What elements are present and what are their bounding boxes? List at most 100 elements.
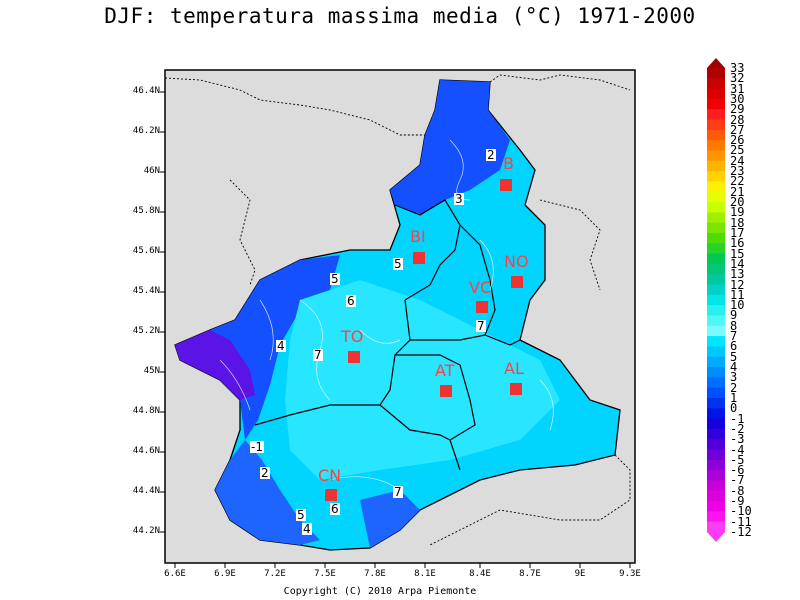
city-marker-to [348,351,360,363]
isotherm-label: 7 [393,485,403,499]
city-marker-cn [325,489,337,501]
colorbar-label: 29 [730,102,745,117]
colorbar-swatch [707,212,725,224]
axis-ticks [160,91,631,568]
isotherm-label: 5 [330,272,340,286]
city-marker-at [440,385,452,397]
isotherm-label: 3 [454,192,464,206]
colorbar-label: 33 [730,61,745,75]
lon-tick: 6.9E [214,569,236,579]
very-cold-west [175,330,255,400]
colorbar-swatch [707,202,725,213]
isotherm-label: 4 [302,522,312,536]
city-label-to: TO [341,327,364,346]
colorbar-label: -2 [730,421,745,436]
colorbar-swatch [707,140,725,151]
colorbar-swatch [707,315,725,327]
colorbar-label: 0 [730,401,738,416]
city-label-al: AL [504,359,524,378]
colorbar-label: -6 [730,463,745,478]
colorbar-swatch [707,171,725,182]
colorbar-swatch [707,232,725,244]
colorbar-swatch [707,449,725,461]
colorbar-label: -5 [730,452,745,467]
colorbar-swatch [707,325,725,337]
colorbar-label: 31 [730,81,745,96]
lon-tick: 8.7E [519,569,541,579]
colorbar-label: 17 [730,225,745,240]
lat-tick: 46N [143,166,160,176]
colorbar-swatch [707,428,725,440]
colorbar-label: -9 [730,494,745,509]
colorbar-swatch [707,356,725,368]
lat-tick: 45.8N [132,206,160,216]
colorbar-swatch [707,387,725,399]
colorbar-swatch [707,346,725,358]
colorbar-label: 7 [730,329,738,344]
colorbar-swatch [707,98,725,110]
colorbar-label: -3 [730,432,745,447]
colorbar-swatch [707,160,725,172]
colorbar-label: -12 [730,525,752,539]
copyright: Copyright (C) 2010 Arpa Piemonte [283,586,477,597]
lon-tick: 8.1E [414,569,436,579]
mild-plain [285,280,560,480]
colorbar-label: 2 [730,380,738,395]
lon-tick: 9E [574,569,586,579]
colorbar-label: 4 [730,360,738,375]
isotherm-label: 7 [476,319,486,333]
colorbar-label: 9 [730,308,738,323]
colorbar-label: 12 [730,277,745,292]
colorbar-label: -10 [730,504,752,519]
colorbar-label: 15 [730,246,745,261]
city-label-at: AT [435,361,455,380]
colorbar-swatch [707,253,725,265]
colorbar-label: 26 [730,133,745,148]
isotherm-label: 2 [486,148,496,162]
map-frame [164,69,636,564]
colorbar-label: 32 [730,71,745,86]
colorbar-label: 8 [730,318,738,333]
lat-tick: 44.4N [132,486,160,496]
colorbar-swatch [707,129,725,141]
colorbar-swatch [707,418,725,430]
colorbar-swatch [707,367,725,378]
colorbar-label: 3 [730,370,738,385]
colorbar-label: 28 [730,112,745,127]
lat-tick: 44.6N [132,446,160,456]
lat-tick: 45.4N [132,286,160,296]
city-label-bi: BI [410,227,426,246]
province-borders [254,199,521,471]
city-marker-vc [476,301,488,313]
colorbar-swatch [707,222,725,234]
colorbar-swatch [707,181,725,193]
colorbar-swatch [707,521,725,533]
colorbar-label: -4 [730,442,745,457]
colorbar-label: 24 [730,153,745,168]
colorbar-swatch [707,150,725,162]
lat-tick: 46.4N [132,86,160,96]
isotherm-label: 6 [346,294,356,308]
colorbar-bottom-arrow [707,532,725,542]
colorbar-label: 16 [730,236,745,251]
lon-tick: 6.6E [164,569,186,579]
colorbar-swatch [707,470,725,481]
colorbar-swatch [707,78,725,90]
city-marker-b [500,179,512,191]
lon-tick: 7.5E [314,569,336,579]
colorbar-swatch [707,263,725,275]
colorbar-swatch [707,274,725,286]
city-label-b: B [503,154,514,173]
colorbar-swatch [707,68,725,79]
lon-tick: 9.3E [619,569,641,579]
isotherm-label: 2 [260,466,270,480]
south-cold [360,490,420,548]
colorbar-swatch [707,459,725,471]
chart-title: DJF: temperatura massima media (°C) 1971… [104,4,696,28]
isotherm-label: 7 [313,348,323,362]
colorbar-label: 11 [730,287,745,302]
alps-west-cold [175,255,340,440]
colorbar-label: -7 [730,473,745,488]
colorbar [707,58,725,542]
